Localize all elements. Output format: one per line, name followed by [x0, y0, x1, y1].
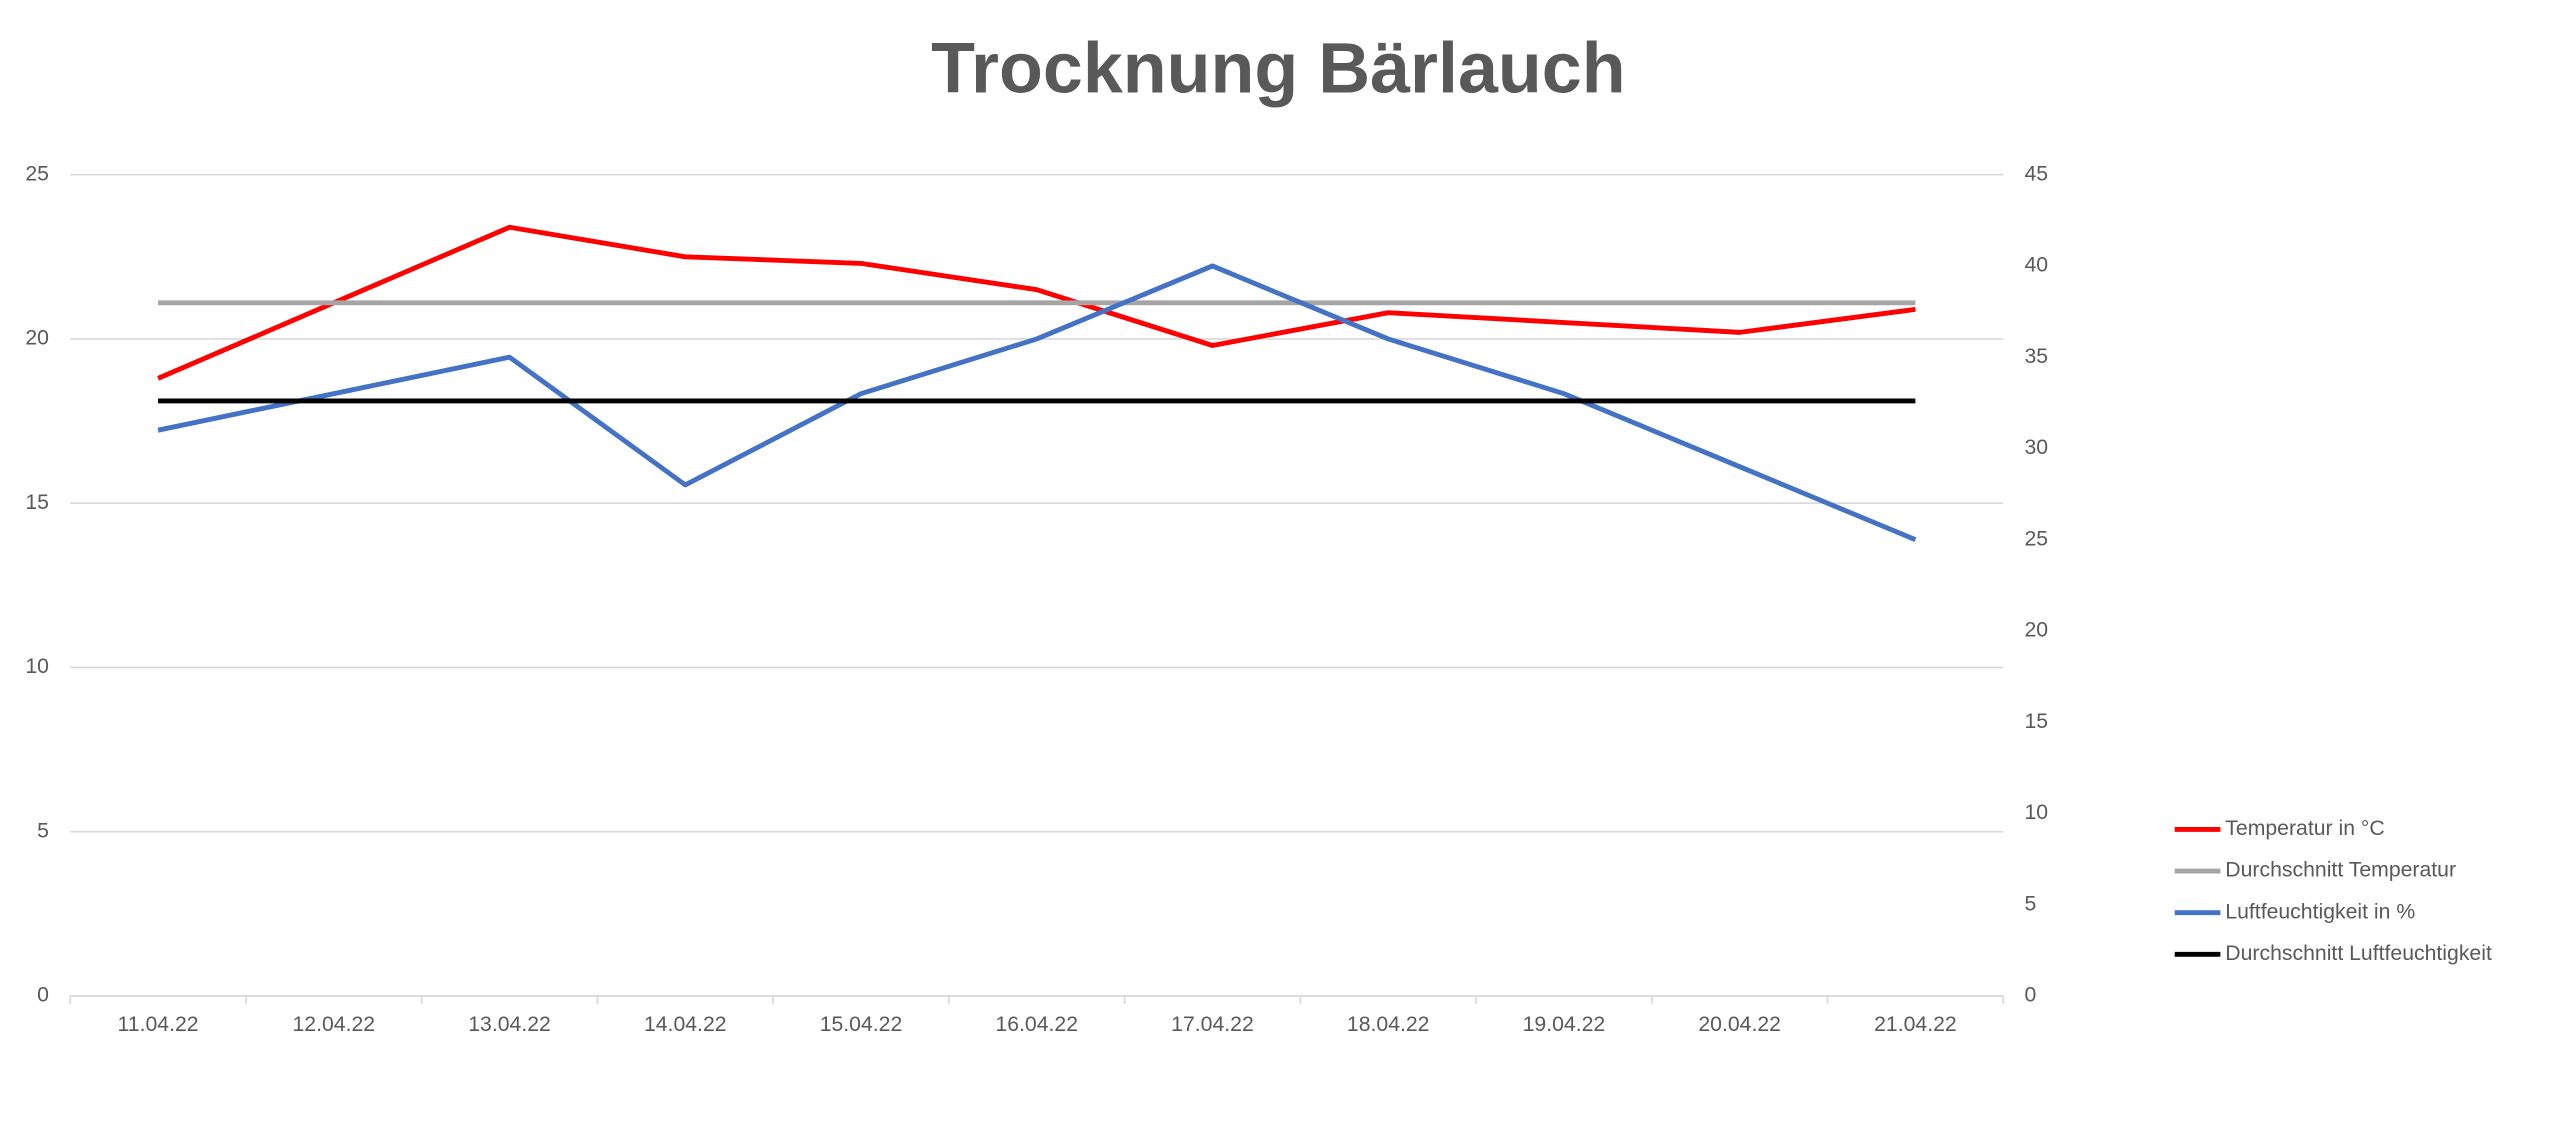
x-tick-label: 15.04.22: [820, 1013, 903, 1036]
y2-tick-label: 0: [2024, 984, 2036, 1007]
y-tick-label: 25: [25, 162, 49, 185]
y-tick-label: 20: [25, 327, 49, 350]
x-tick-label: 21.04.22: [1874, 1013, 1957, 1036]
x-tick-label: 19.04.22: [1523, 1013, 1606, 1036]
line-series: [157, 263, 1917, 542]
y2-tick-label: 35: [2024, 345, 2048, 368]
x-tick-label: 16.04.22: [995, 1013, 1078, 1036]
y2-tick-label: 30: [2024, 436, 2048, 459]
y-tick-label: 15: [25, 491, 49, 514]
y2-tick-label: 15: [2024, 710, 2048, 733]
y2-tick-label: 20: [2024, 619, 2048, 642]
legend-label: Temperatur in °C: [2225, 817, 2384, 840]
x-tick-label: 12.04.22: [292, 1013, 375, 1036]
x-tick-label: 14.04.22: [644, 1013, 727, 1036]
x-tick-label: 13.04.22: [468, 1013, 551, 1036]
line-series: [157, 224, 1916, 381]
legend-label: Durchschnitt Temperatur: [2225, 859, 2456, 882]
y2-tick-label: 25: [2024, 527, 2048, 550]
chart-title: Trocknung Bärlauch: [931, 28, 1625, 108]
legend-label: Luftfeuchtigkeit in %: [2225, 900, 2415, 923]
y2-tick-label: 45: [2024, 162, 2048, 185]
x-tick-label: 20.04.22: [1698, 1013, 1781, 1036]
x-tick-label: 11.04.22: [118, 1013, 199, 1036]
y-tick-label: 10: [25, 655, 49, 678]
y2-tick-label: 5: [2024, 892, 2036, 915]
y2-tick-label: 10: [2024, 801, 2048, 824]
y-tick-label: 5: [37, 819, 49, 842]
y2-tick-label: 40: [2024, 254, 2048, 277]
x-tick-label: 17.04.22: [1171, 1013, 1254, 1036]
x-tick-label: 18.04.22: [1347, 1013, 1430, 1036]
y-tick-label: 0: [37, 984, 49, 1007]
legend-label: Durchschnitt Luftfeuchtigkeit: [2225, 942, 2492, 965]
